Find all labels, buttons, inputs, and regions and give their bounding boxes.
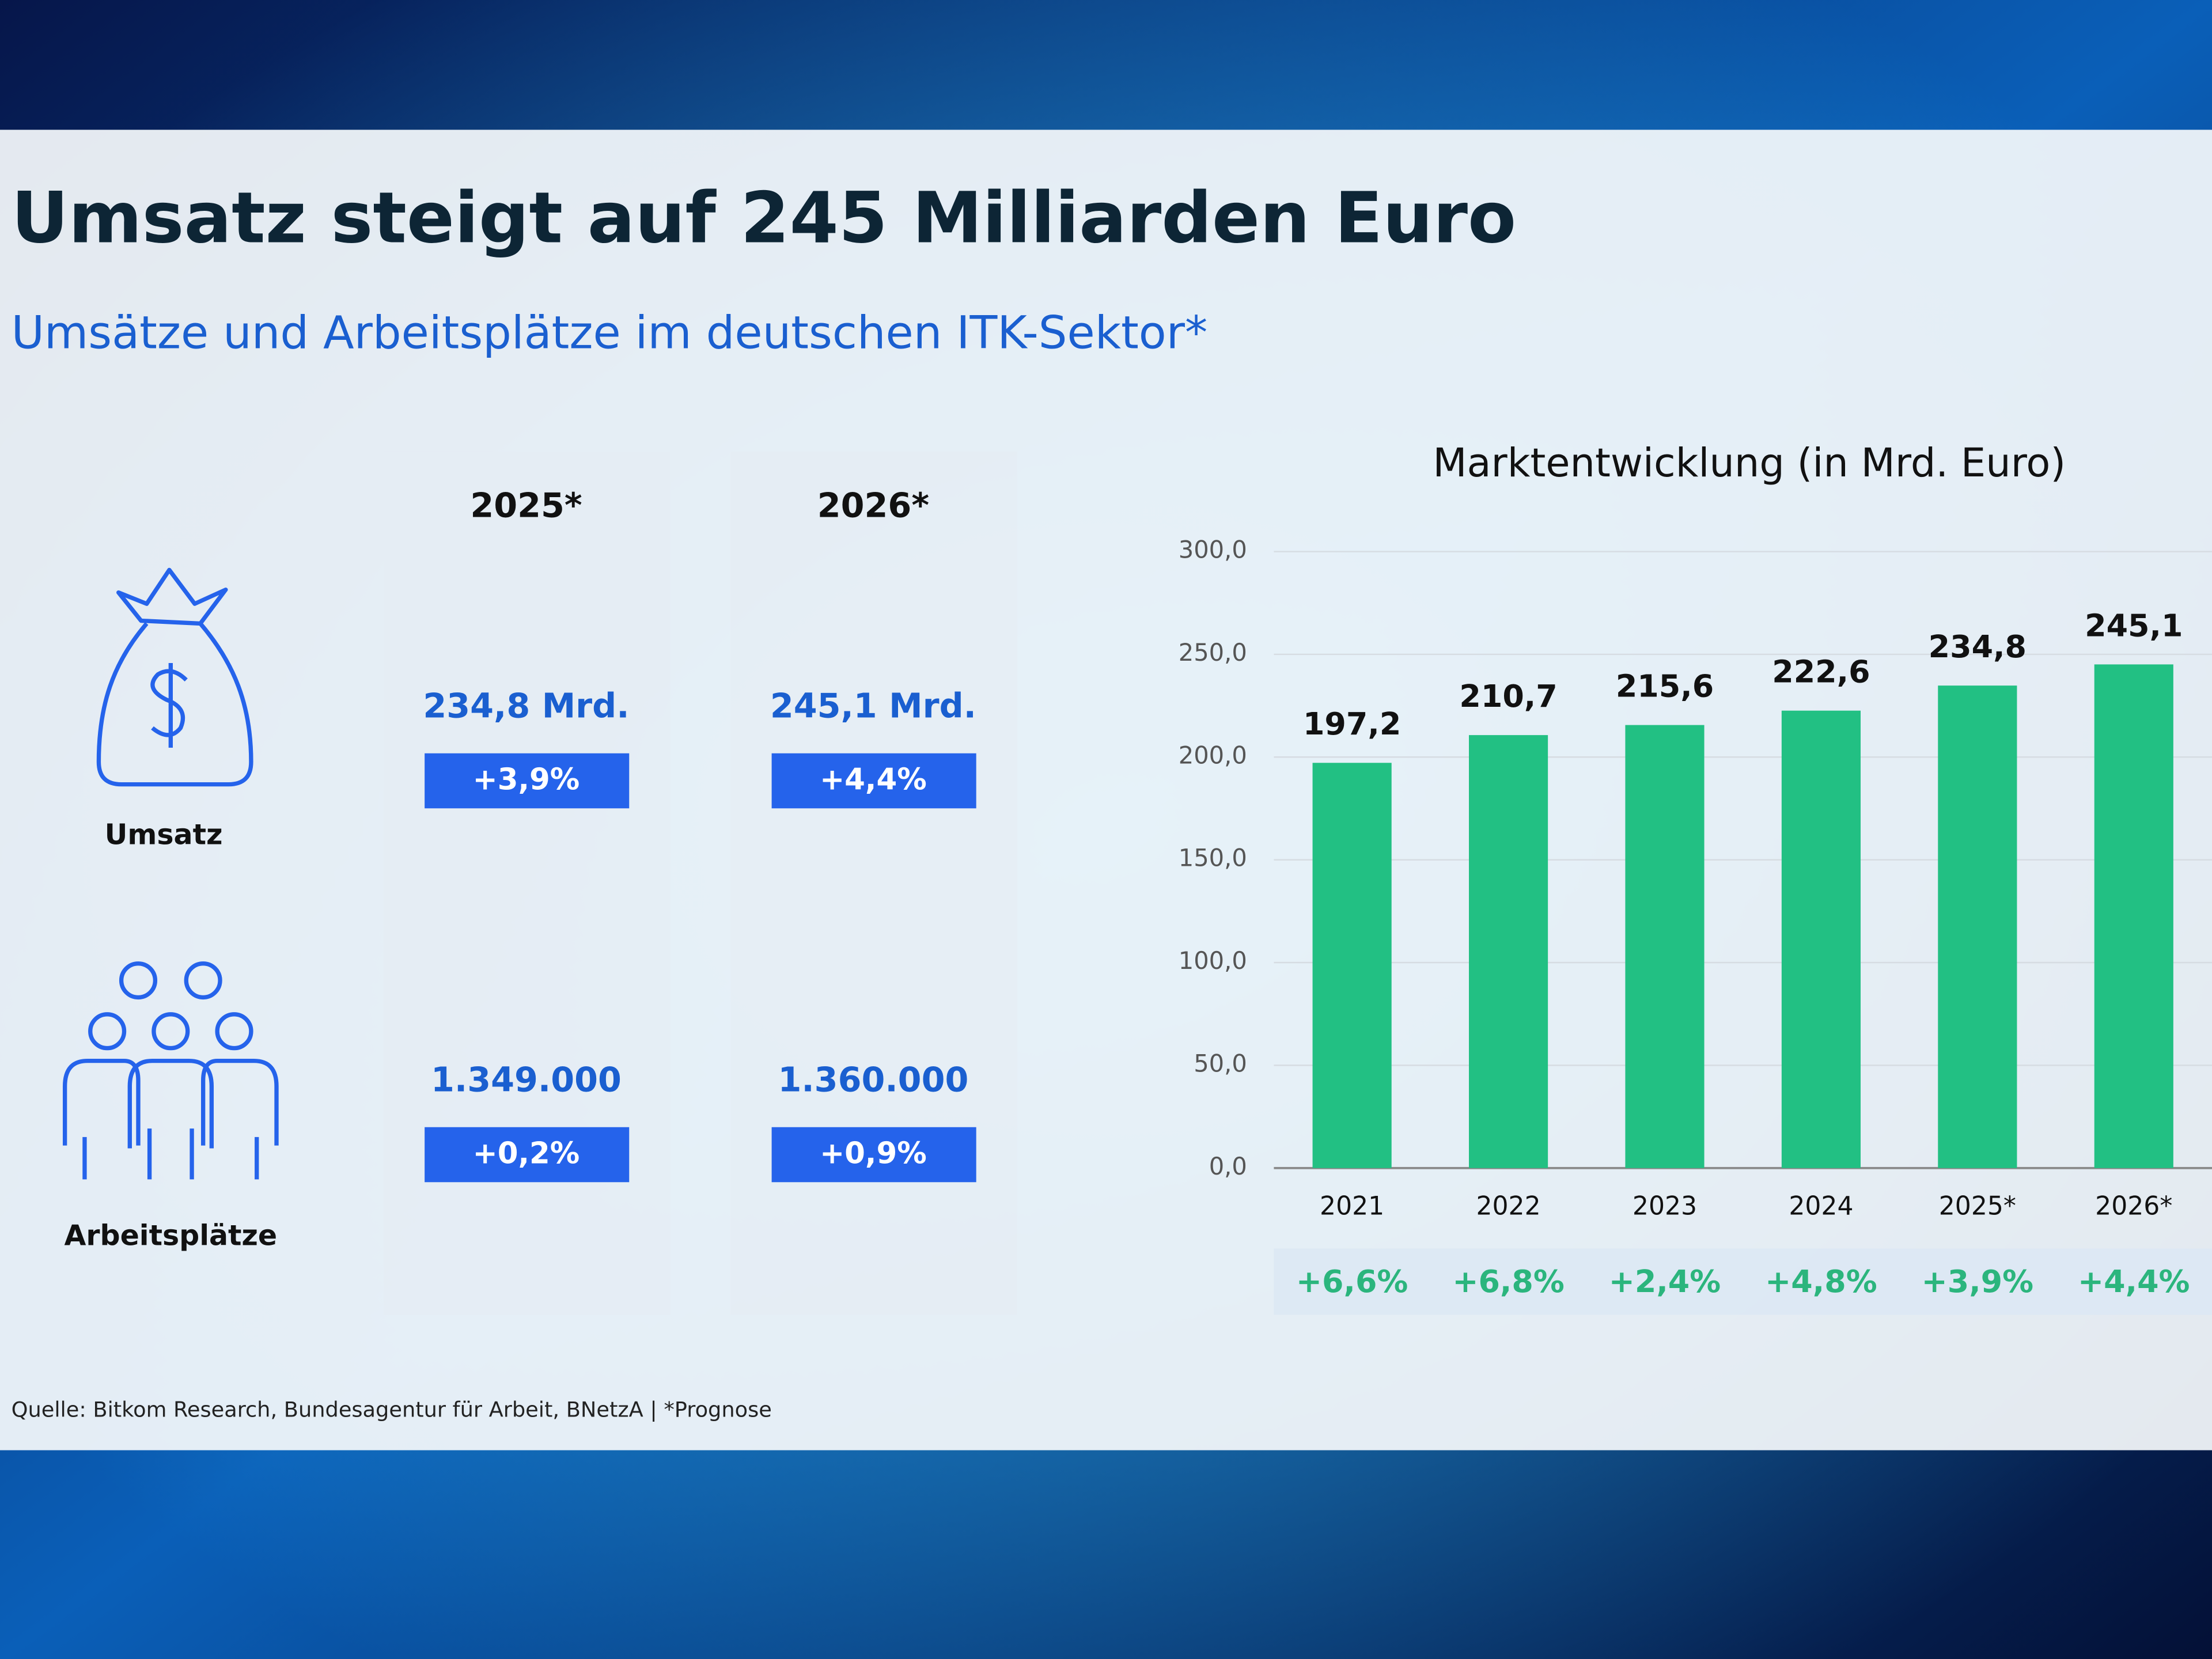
value-label: 197,2 xyxy=(1303,706,1401,742)
bar xyxy=(1312,763,1392,1168)
growth-label: +6,6% xyxy=(1296,1263,1408,1300)
x-tick-label: 2022 xyxy=(1476,1191,1540,1221)
source: Quelle: Bitkom Research, Bundesagentur f… xyxy=(12,1397,772,1422)
money-bag-icon xyxy=(96,567,253,787)
growth-label: +4,4% xyxy=(2078,1263,2190,1300)
x-tick-label: 2025* xyxy=(1939,1191,2016,1221)
title: Umsatz steigt auf 245 Milliarden Euro xyxy=(12,177,1517,259)
kpi-change: +3,9% xyxy=(473,763,580,797)
kpi-change: +0,2% xyxy=(473,1137,580,1171)
kpi-value: 1.360.000 xyxy=(778,1059,968,1099)
bar xyxy=(1781,710,1861,1168)
kpi-row-label: Umsatz xyxy=(105,819,223,851)
growth-label: +4,8% xyxy=(1765,1263,1877,1300)
growth-label: +3,9% xyxy=(1922,1263,2034,1300)
kpi-change: +4,4% xyxy=(820,763,927,797)
kpi-value: 245,1 Mrd. xyxy=(770,685,976,725)
y-tick-label: 0,0 xyxy=(1209,1152,1247,1180)
kpi-column-header: 2025* xyxy=(470,486,582,525)
growth-strip xyxy=(1274,1248,2212,1315)
kpi-row-label: Arbeitsplätze xyxy=(64,1219,277,1252)
y-tick-label: 50,0 xyxy=(1194,1049,1247,1077)
growth-label: +6,8% xyxy=(1452,1263,1565,1300)
value-label: 234,8 xyxy=(1929,628,2027,665)
kpi-column-header: 2026* xyxy=(817,486,929,525)
kpi-value: 1.349.000 xyxy=(431,1059,622,1099)
x-tick-label: 2026* xyxy=(2095,1191,2172,1221)
kpi-badge xyxy=(425,1127,630,1183)
people-icon xyxy=(62,961,279,1180)
y-tick-label: 300,0 xyxy=(1179,536,1247,564)
bar xyxy=(1469,735,1548,1168)
value-label: 245,1 xyxy=(2085,607,2183,643)
column-bg xyxy=(384,451,671,1315)
x-tick-label: 2021 xyxy=(1320,1191,1384,1221)
y-tick-label: 150,0 xyxy=(1179,844,1247,872)
value-label: 210,7 xyxy=(1459,678,1557,714)
bar xyxy=(1938,685,2017,1168)
y-tick-label: 250,0 xyxy=(1179,638,1247,666)
kpi-badge xyxy=(771,753,976,809)
bar xyxy=(1625,725,1705,1168)
bar xyxy=(2094,664,2173,1168)
kpi-badge xyxy=(425,753,630,809)
column-bg xyxy=(730,451,1017,1315)
x-tick-label: 2024 xyxy=(1789,1191,1853,1221)
growth-label: +2,4% xyxy=(1609,1263,1721,1300)
kpi-badge xyxy=(771,1127,976,1183)
value-label: 222,6 xyxy=(1772,654,1870,690)
subtitle: Umsätze und Arbeitsplätze im deutschen I… xyxy=(12,306,1208,359)
chart-title: Marktentwicklung (in Mrd. Euro) xyxy=(1433,440,2066,486)
x-tick-label: 2023 xyxy=(1633,1191,1697,1221)
y-tick-label: 100,0 xyxy=(1179,946,1247,975)
value-label: 215,6 xyxy=(1616,668,1714,704)
kpi-value: 234,8 Mrd. xyxy=(423,685,629,725)
y-tick-label: 200,0 xyxy=(1179,741,1247,769)
kpi-change: +0,9% xyxy=(820,1137,927,1171)
